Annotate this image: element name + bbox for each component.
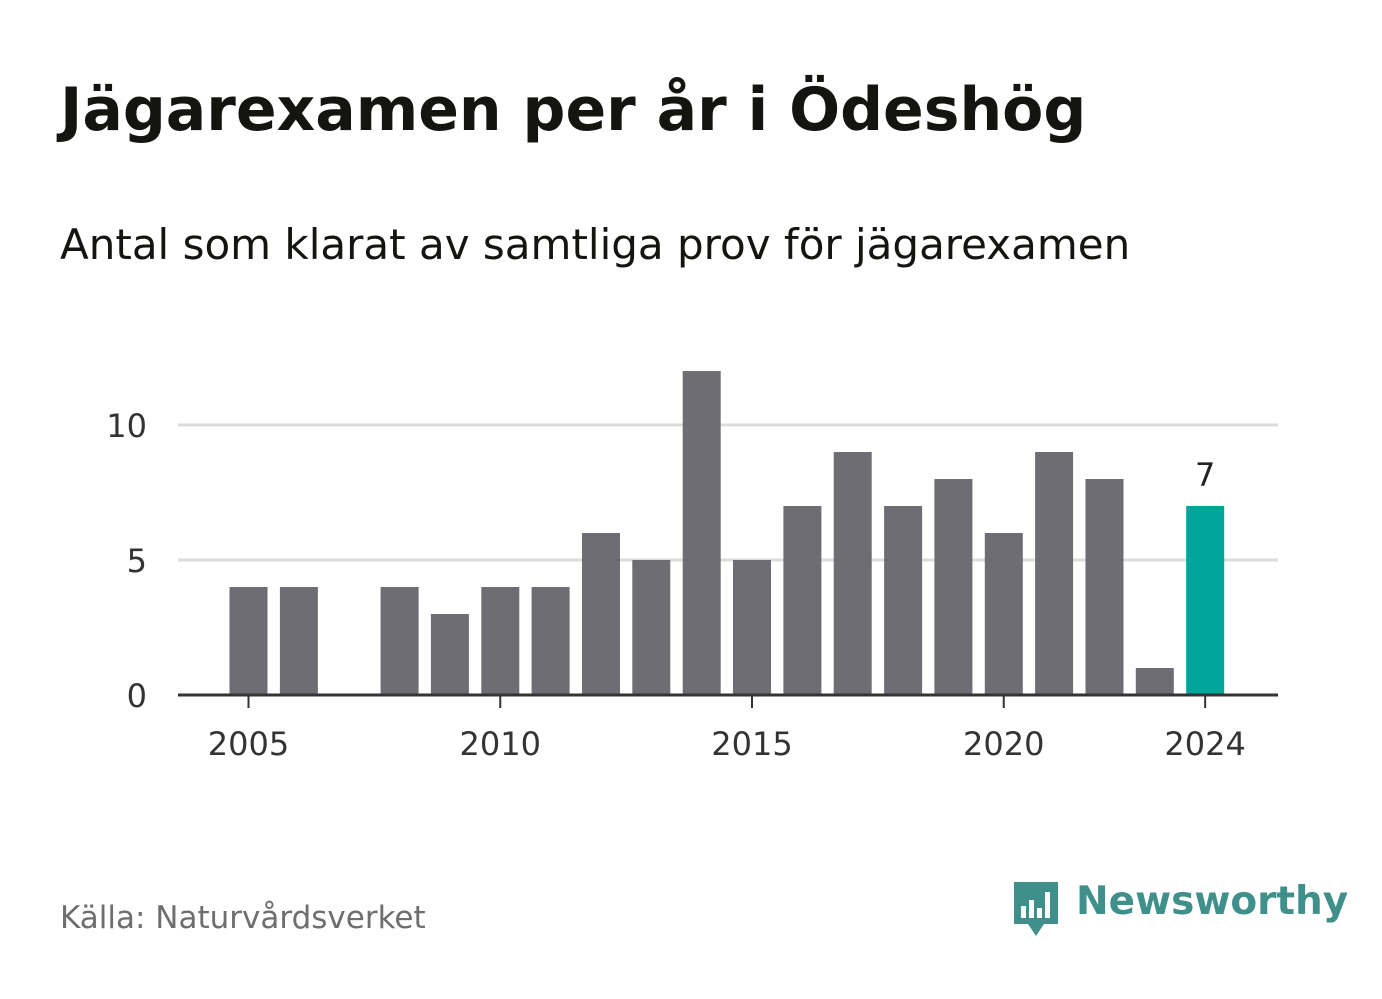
bar bbox=[481, 587, 520, 695]
newsworthy-logo-icon bbox=[1014, 882, 1058, 936]
bar bbox=[1035, 452, 1074, 695]
bar-value-label: 7 bbox=[1195, 456, 1215, 494]
bars bbox=[229, 371, 1225, 695]
brand-logo[interactable]: Newsworthy bbox=[1010, 878, 1348, 940]
bar bbox=[229, 587, 268, 695]
bar bbox=[884, 506, 923, 695]
bar bbox=[582, 533, 620, 695]
bar bbox=[430, 614, 469, 695]
bar bbox=[984, 533, 1023, 695]
chart-subtitle: Antal som klarat av samtliga prov för jä… bbox=[60, 220, 1131, 269]
bar bbox=[783, 506, 822, 695]
bar bbox=[1135, 668, 1174, 695]
y-axis-ticks: 0 5 10 bbox=[106, 407, 147, 715]
y-tick-label: 5 bbox=[127, 542, 147, 580]
bar bbox=[733, 560, 771, 695]
source-note: Källa: Naturvårdsverket bbox=[60, 900, 426, 936]
bar bbox=[380, 587, 419, 695]
bar bbox=[682, 371, 721, 695]
bar bbox=[934, 479, 973, 695]
bar bbox=[1085, 479, 1124, 695]
y-tick-label: 10 bbox=[106, 407, 147, 445]
x-tick-label: 2010 bbox=[460, 725, 541, 763]
x-tick-label: 2020 bbox=[963, 725, 1044, 763]
brand-name: Newsworthy bbox=[1076, 879, 1349, 924]
bar bbox=[531, 587, 570, 695]
data-labels: 7 bbox=[1195, 456, 1215, 494]
bar bbox=[279, 587, 318, 695]
y-tick-label: 0 bbox=[127, 677, 147, 715]
bar bbox=[632, 560, 671, 695]
x-tick-label: 2015 bbox=[711, 725, 792, 763]
bar bbox=[833, 452, 872, 695]
x-axis-ticks: 2005 2010 2015 2020 2024 bbox=[208, 695, 1246, 763]
bar-highlight bbox=[1186, 506, 1225, 695]
x-tick-label: 2024 bbox=[1164, 725, 1245, 763]
x-tick-label: 2005 bbox=[208, 725, 289, 763]
chart-title: Jägarexamen per år i Ödeshög bbox=[60, 75, 1087, 145]
